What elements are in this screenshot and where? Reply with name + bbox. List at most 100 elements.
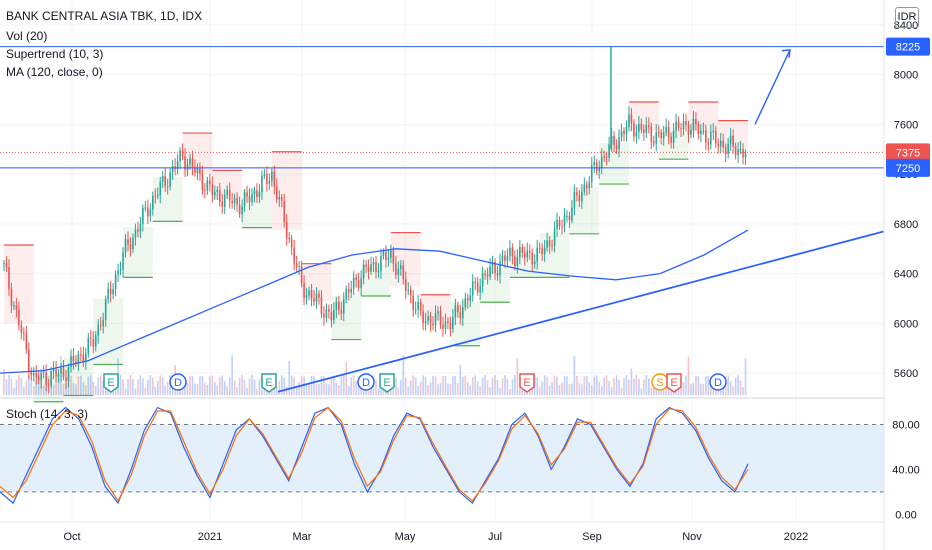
candle-body: [429, 316, 432, 324]
projection-arrow[interactable]: [754, 48, 791, 125]
candle-body: [99, 324, 102, 327]
volume-bar: [439, 383, 442, 395]
volume-bar: [479, 386, 481, 395]
candle-body: [55, 368, 57, 377]
candle-body: [714, 131, 717, 144]
volume-bar: [199, 376, 201, 395]
event-marker-shape: [169, 373, 187, 391]
candle-body: [692, 118, 695, 131]
candle-body: [47, 384, 50, 386]
volume-bar: [630, 368, 633, 395]
volume-bar: [705, 376, 707, 395]
candle-body: [90, 337, 92, 339]
candle-body: [409, 289, 412, 296]
volume-bar: [610, 386, 613, 395]
volume-bar: [489, 387, 491, 395]
candle-body: [142, 207, 144, 224]
stoch-axis[interactable]: 80.00 40.00 0.00: [892, 419, 920, 521]
candle-body: [548, 240, 551, 246]
candle-body: [385, 251, 387, 260]
candle-body: [268, 180, 271, 184]
currency-button[interactable]: IDR: [895, 7, 919, 28]
volume-bar: [434, 376, 437, 395]
candle-body: [25, 333, 28, 350]
candle-body: [638, 123, 640, 133]
candle-body: [680, 128, 682, 130]
candle-body: [618, 137, 620, 150]
candle-body: [469, 295, 472, 301]
volume-bar: [246, 388, 248, 395]
stoch-pane: [0, 406, 884, 505]
vol-legend[interactable]: Vol (20): [6, 29, 48, 43]
volume-bar: [620, 387, 623, 395]
volume-bar: [233, 380, 236, 395]
candle-body: [377, 271, 380, 273]
candle-body: [424, 320, 427, 324]
candle-body: [328, 309, 330, 312]
candle-body: [643, 129, 645, 133]
volume-bar: [600, 385, 603, 395]
volume-bar: [241, 375, 243, 395]
volume-bar: [538, 386, 541, 395]
volume-bar: [496, 379, 499, 395]
stoch-tick-label: 40.00: [892, 464, 920, 476]
candle-body: [556, 219, 558, 230]
candle-body: [590, 165, 593, 183]
volume-bar: [682, 382, 685, 395]
stoch-tick-label: 0.00: [895, 509, 916, 521]
candle-body: [35, 373, 38, 377]
symbol-title[interactable]: BANK CENTRAL ASIA TBK, 1D, IDX: [6, 9, 203, 23]
volume-bar: [437, 384, 439, 395]
ma-legend[interactable]: MA (120, close, 0): [6, 65, 103, 79]
volume-bar: [400, 380, 402, 395]
candle-body: [40, 372, 42, 381]
volume-bar: [149, 375, 152, 395]
volume-bar: [62, 383, 65, 395]
event-marker-d: D: [709, 373, 727, 391]
candle-body: [112, 289, 114, 295]
volume-bar: [700, 383, 702, 395]
volume-bar: [280, 375, 283, 395]
trendline[interactable]: [277, 230, 885, 393]
price-tick-label: 8400: [894, 20, 918, 32]
candle-body: [124, 239, 127, 253]
stoch-line-k: [0, 406, 749, 505]
candle-body: [598, 167, 600, 172]
candle-body: [605, 156, 608, 158]
volume-bar: [417, 386, 419, 395]
volume-bar: [308, 382, 310, 395]
volume-bar: [77, 376, 80, 395]
volume-bar: [695, 375, 697, 395]
time-tick-label: Oct: [63, 531, 80, 543]
candle-body: [563, 216, 566, 227]
candle-body: [295, 263, 298, 267]
volume-bar: [328, 384, 330, 395]
event-marker-e: E: [519, 373, 535, 393]
volume-bar: [55, 382, 57, 395]
candle-body: [347, 289, 350, 293]
volume-bar: [462, 376, 464, 395]
volume-bar: [342, 375, 345, 395]
volume-bar: [499, 388, 501, 395]
volume-bar: [697, 376, 700, 395]
candle-body: [161, 176, 164, 182]
candle-body: [615, 145, 618, 150]
time-axis[interactable]: Oct 2021 Mar May Jul Sep Nov 2022: [63, 531, 808, 543]
candle-body: [92, 338, 95, 347]
candle-body: [45, 372, 47, 385]
volume-bar: [35, 381, 38, 395]
price-axis[interactable]: 56006000640068007200760080008400: [894, 20, 918, 380]
supertrend-legend[interactable]: Supertrend (10, 3): [6, 47, 104, 61]
candle-body: [578, 195, 581, 202]
candle-body: [169, 172, 171, 187]
volume-bar: [571, 383, 573, 395]
candle-body: [434, 313, 437, 326]
volume-bar: [551, 381, 553, 395]
volume-bar: [318, 383, 320, 395]
candle-body: [10, 288, 13, 306]
volume-bar: [320, 376, 323, 395]
volume-bar: [546, 377, 548, 395]
stoch-legend[interactable]: Stoch (14, 3, 3): [6, 407, 89, 421]
